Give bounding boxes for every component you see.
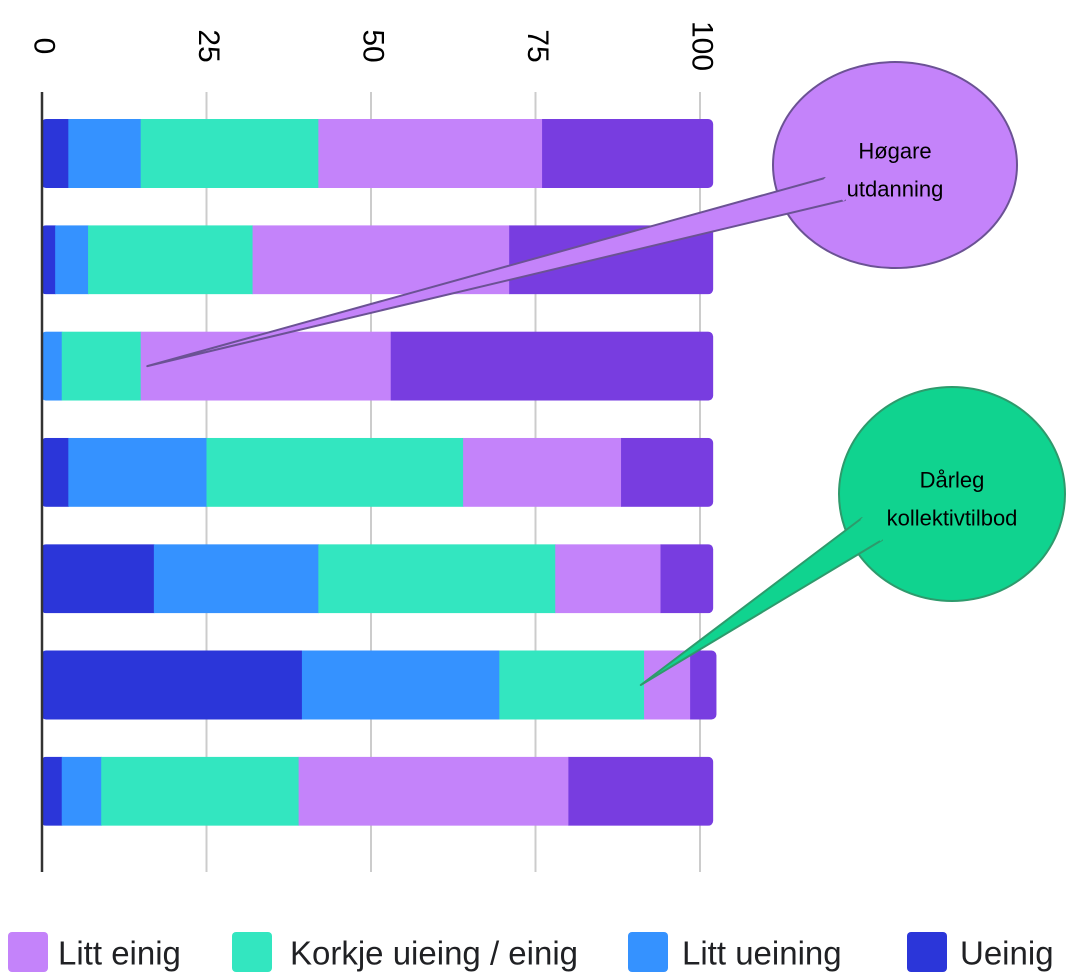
bars [42,119,717,826]
bar-segment [206,437,464,507]
bar-segment [621,437,714,507]
bar-segment [542,119,714,188]
bar-segment [568,756,714,826]
bar-segment [690,650,717,720]
legend: Litt einig Korkje uieing / einig Litt uein… [8,932,1054,972]
bar-segment [555,544,662,614]
legend-label: Korkje uieing / einig [290,935,578,972]
callout-text: kollektivtilbod [887,506,1018,531]
legend-label: Ueinig [960,935,1054,972]
bar-segment [101,756,300,826]
bar-segment [42,756,63,826]
bar-segment [390,331,714,401]
tick-label: 50 [357,29,390,62]
legend-swatch [628,932,668,972]
bar-segment [68,119,142,188]
bar-2 [42,225,714,295]
legend-item: Korkje uieing / einig [232,932,578,972]
bar-segment [140,119,319,188]
bar-segment [42,331,63,401]
bar-segment [318,544,556,614]
legend-swatch [8,932,48,972]
bar-segment [42,650,303,720]
legend-swatch [232,932,272,972]
bar-segment [301,650,500,720]
callout-bubble [838,386,1066,602]
bar-segment [298,756,569,826]
callout-darleg-kollektivtilbod: Dårleg kollektivtilbod [639,386,1066,686]
bar-3 [42,331,714,401]
tick-label: 0 [28,38,61,55]
bar-segment [318,119,543,188]
bar-segment [660,544,714,614]
bar-4 [42,437,714,507]
legend-label: Litt ueining [682,935,842,972]
bar-segment [42,544,155,614]
callouts: Høgare utdanning Dårleg kollektivtilbod [146,61,1066,686]
bar-segment [42,119,69,188]
bar-segment [68,437,208,507]
callout-text: Dårleg [920,468,985,493]
bar-segment [61,331,142,401]
bar-segment [463,437,622,507]
tick-label: 25 [192,29,225,62]
tick-labels: 0 25 50 75 100 [28,21,719,71]
bar-segment [61,756,102,826]
callout-text: Høgare [858,139,931,164]
bar-1 [42,119,714,188]
bar-5 [42,544,714,614]
bar-6 [42,650,717,720]
legend-item: Litt einig [8,932,181,972]
tick-label: 100 [686,21,719,71]
bar-7 [42,756,714,826]
tick-label: 75 [521,29,554,62]
legend-label: Litt einig [58,935,181,972]
legend-item: Ueinig [907,932,1054,972]
bar-segment [55,225,89,295]
bar-segment [42,437,69,507]
bar-segment [88,225,254,295]
bar-segment [153,544,319,614]
bar-segment [42,225,56,295]
bar-segment [644,650,691,720]
callout-hogare-utdanning: Høgare utdanning [146,61,1018,368]
callout-text: utdanning [847,177,944,202]
bar-segment [499,650,645,720]
callout-bubble [772,61,1018,269]
legend-swatch [907,932,947,972]
legend-item: Litt ueining [628,932,842,972]
bar-segment [140,331,392,401]
